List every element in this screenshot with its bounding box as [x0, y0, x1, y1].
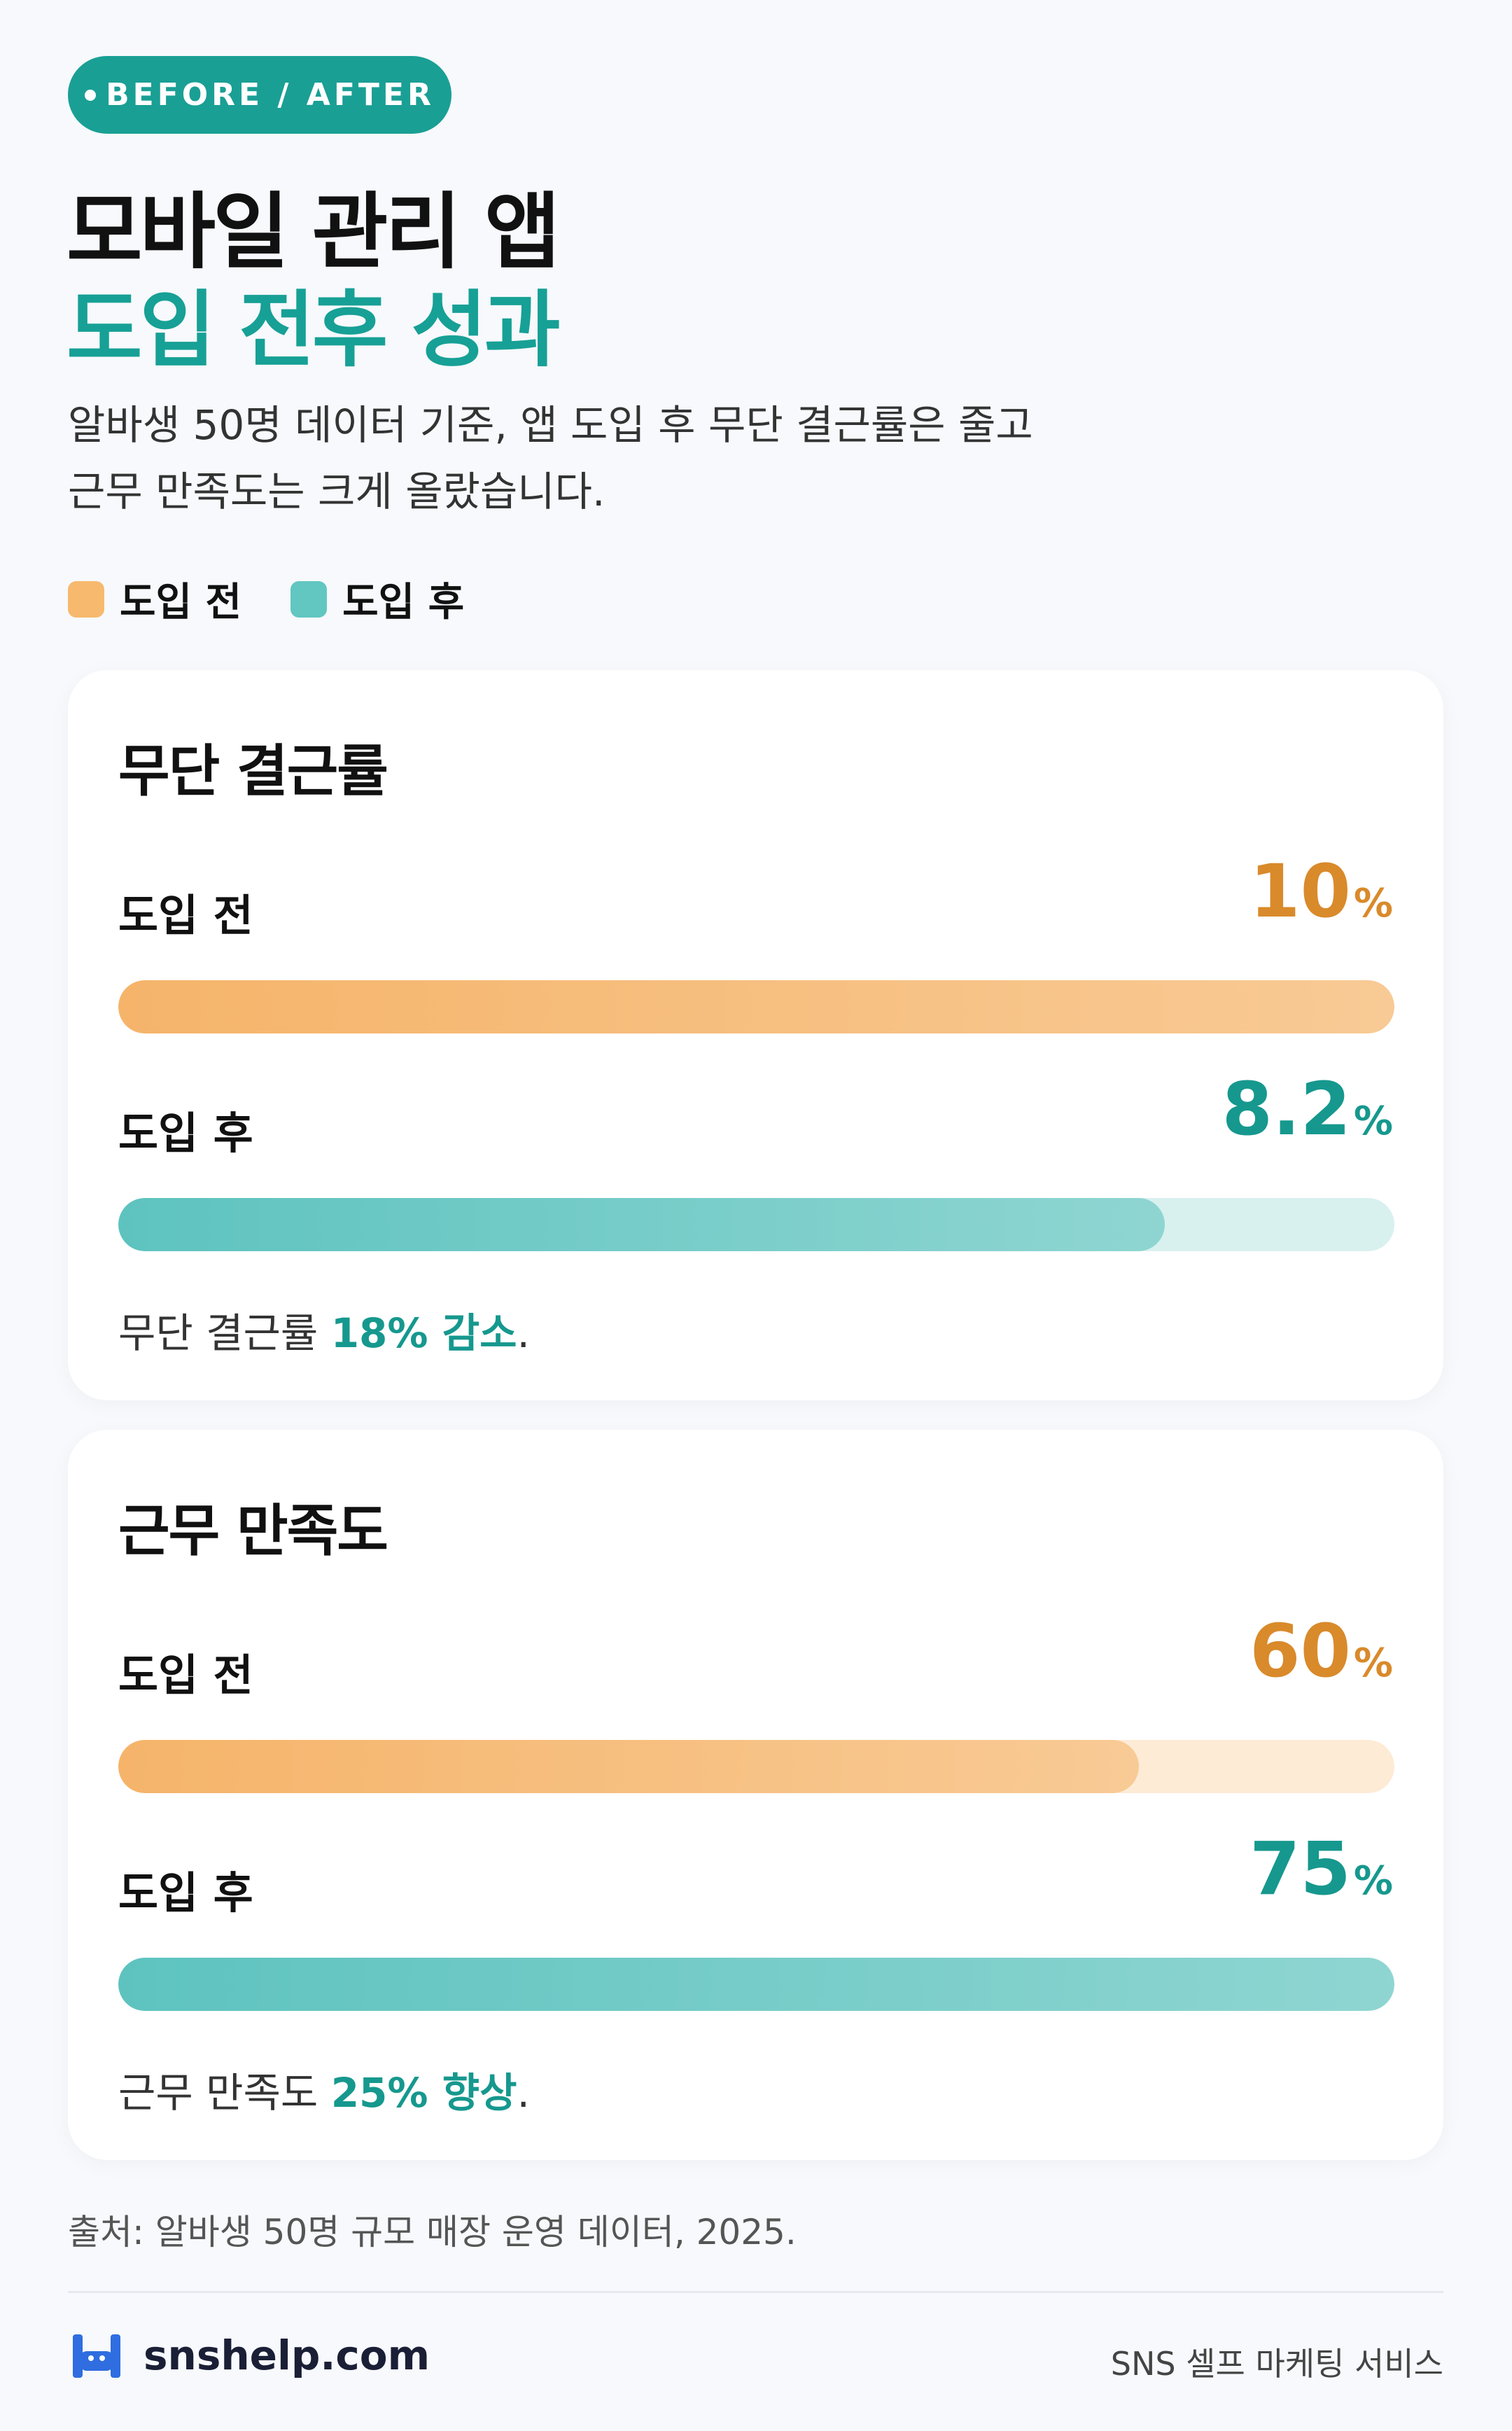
note-text: 근무 만족도	[118, 2069, 331, 2117]
brand: snshelp.com	[144, 2332, 430, 2379]
note-highlight: 18% 감소	[330, 1309, 517, 1357]
legend-swatch	[290, 580, 328, 618]
legend-label: 도입 전	[120, 580, 242, 625]
value-number: 75	[1250, 1826, 1351, 1911]
legend: 도입 전 도입 후	[68, 571, 464, 627]
card-title: 무단 결근률	[118, 739, 388, 804]
bar	[118, 1198, 1165, 1251]
badge-text: BEFORE / AFTER	[106, 77, 435, 113]
note: 근무 만족도 25% 향상.	[118, 2060, 530, 2119]
divider	[68, 2291, 1443, 2293]
value-number: 60	[1250, 1608, 1351, 1694]
title: 도입 전후 성과	[66, 281, 561, 378]
badge-dot	[85, 89, 97, 101]
note-highlight: 25% 향상	[330, 2069, 517, 2117]
value-unit: %	[1353, 1858, 1393, 1904]
bar-track	[118, 1198, 1394, 1251]
legend-label: 도입 후	[342, 580, 465, 625]
value-label: 60%	[1250, 1608, 1393, 1694]
title: 모바일 관리 앱	[66, 183, 561, 280]
bar-track	[118, 980, 1394, 1033]
bar	[118, 1740, 1140, 1793]
card: 근무 만족도 도입 전 60% 도입 후 75% 근무 만족도 25% 향상.	[68, 1430, 1443, 2160]
bar-label: 도입 전	[118, 890, 253, 941]
bar	[118, 1958, 1394, 2011]
bar-label: 도입 후	[118, 1867, 253, 1918]
tagline: SNS 셀프 마케팅 서비스	[1110, 2345, 1443, 2383]
legend-swatch	[68, 580, 104, 618]
note-text: .	[517, 1309, 530, 1357]
note-text: .	[517, 2069, 530, 2117]
bar-label: 도입 전	[118, 1650, 253, 1701]
value-label: 75%	[1250, 1826, 1393, 1911]
bar-label: 도입 후	[118, 1108, 253, 1159]
value-unit: %	[1353, 881, 1393, 926]
note-text: 무단 결근률	[118, 1309, 331, 1357]
value-label: 8.2%	[1222, 1066, 1393, 1152]
value-label: 10%	[1250, 849, 1393, 934]
legend-item: 도입 후	[290, 571, 464, 627]
badge: BEFORE / AFTER	[68, 56, 451, 134]
subtitle: 알바생 50명 데이터 기준, 앱 도입 후 무단 결근률은 줄고	[68, 401, 1033, 449]
subtitle: 근무 만족도는 크게 올랐습니다.	[68, 468, 606, 515]
value-number: 8.2	[1222, 1066, 1351, 1152]
card-title: 근무 만족도	[118, 1498, 388, 1563]
note: 무단 결근률 18% 감소.	[118, 1300, 530, 1359]
bar-track	[118, 1958, 1394, 2011]
value-unit: %	[1353, 1099, 1393, 1144]
value-number: 10	[1250, 849, 1351, 934]
value-unit: %	[1353, 1641, 1393, 1686]
legend-item: 도입 전	[68, 571, 241, 627]
bar	[118, 980, 1394, 1033]
card: 무단 결근률 도입 전 10% 도입 후 8.2% 무단 결근률 18% 감소.	[68, 670, 1443, 1400]
source: 출처: 알바생 50명 규모 매장 운영 데이터, 2025.	[68, 2212, 797, 2252]
bar-track	[118, 1740, 1394, 1793]
logo	[73, 2334, 120, 2378]
